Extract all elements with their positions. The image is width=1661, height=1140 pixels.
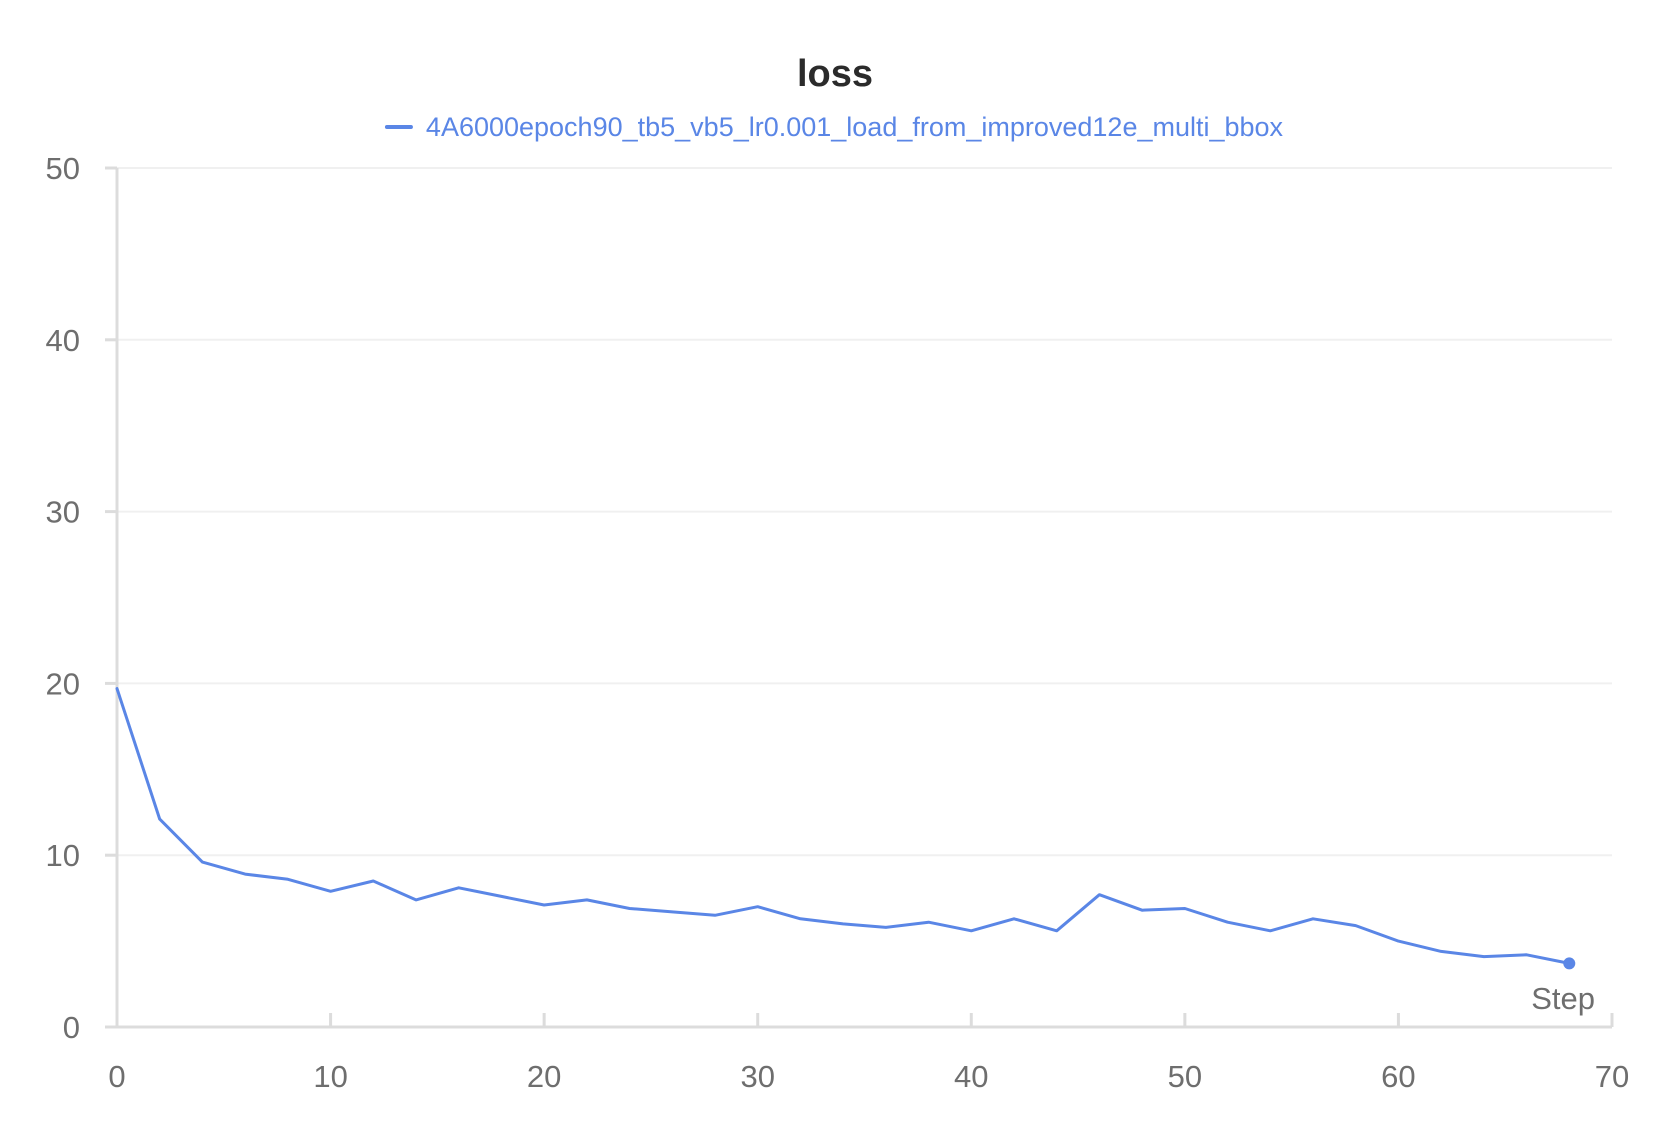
y-tick-label-10: 10 bbox=[46, 838, 80, 873]
x-axis-label: Step bbox=[1531, 981, 1595, 1016]
legend[interactable]: 4A6000epoch90_tb5_vb5_lr0.001_load_from_… bbox=[384, 112, 1284, 142]
tick-labels: 0 10 20 30 40 50 0 10 20 30 40 50 60 70 bbox=[46, 151, 1630, 1094]
legend-label[interactable]: 4A6000epoch90_tb5_vb5_lr0.001_load_from_… bbox=[426, 112, 1284, 142]
x-tick-label-60: 60 bbox=[1381, 1059, 1415, 1094]
x-tick-label-30: 30 bbox=[740, 1059, 774, 1094]
series-layer bbox=[115, 687, 1576, 970]
grid-lines bbox=[117, 167, 1612, 857]
axes bbox=[105, 166, 1614, 1029]
y-tick-label-50: 50 bbox=[46, 151, 80, 186]
x-tick-label-0: 0 bbox=[108, 1059, 125, 1094]
x-tick-label-70: 70 bbox=[1595, 1059, 1629, 1094]
x-tick-label-20: 20 bbox=[527, 1059, 561, 1094]
x-tick-label-40: 40 bbox=[954, 1059, 988, 1094]
y-tick-label-20: 20 bbox=[46, 666, 80, 701]
x-tick-label-10: 10 bbox=[313, 1059, 347, 1094]
y-tick-label-0: 0 bbox=[63, 1010, 80, 1045]
y-tick-label-40: 40 bbox=[46, 323, 80, 358]
y-tick-label-30: 30 bbox=[46, 495, 80, 530]
series-end-point-0[interactable] bbox=[1563, 957, 1576, 970]
x-tick-label-50: 50 bbox=[1168, 1059, 1202, 1094]
chart-title: loss bbox=[797, 53, 873, 95]
series-line-0[interactable] bbox=[115, 687, 1571, 965]
